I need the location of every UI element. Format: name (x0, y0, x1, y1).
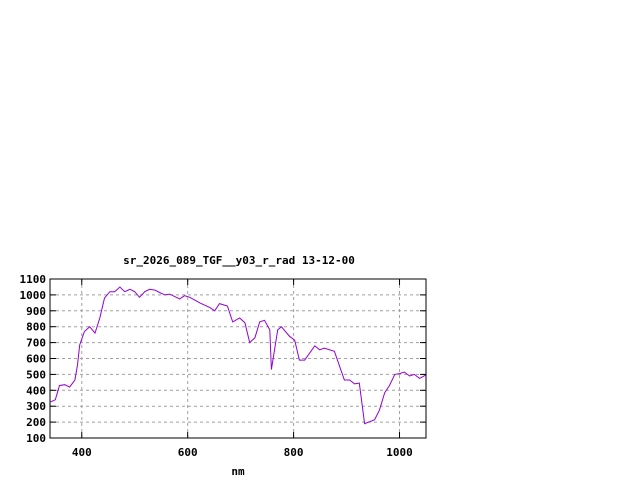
plot-border (49, 278, 427, 439)
chart-title: sr_2026_089_TGF__y03_r_rad 13-12-00 (123, 254, 355, 267)
x-tick-label: 1000 (386, 446, 413, 459)
x-tick-label: 600 (178, 446, 198, 459)
grid (50, 279, 426, 438)
y-tick-label: 1000 (20, 289, 47, 302)
y-tick-label: 100 (26, 432, 46, 445)
axis-ticks: 100 200 300 400 500 600 700 800 900 1000 1100 400 60… (20, 273, 426, 459)
y-tick-label: 700 (26, 337, 46, 350)
y-tick-label: 200 (26, 416, 46, 429)
y-tick-label: 400 (26, 384, 46, 397)
y-tick-label: 300 (26, 400, 46, 413)
y-tick-label: 1100 (20, 273, 47, 286)
x-axis-label: nm (231, 465, 245, 478)
x-tick-label: 400 (72, 446, 92, 459)
y-tick-label: 800 (26, 321, 46, 334)
y-tick-label: 500 (26, 368, 46, 381)
x-tick-label: 800 (284, 446, 304, 459)
y-tick-label: 600 (26, 353, 46, 366)
y-tick-label: 900 (26, 305, 46, 318)
series-line (49, 286, 426, 425)
